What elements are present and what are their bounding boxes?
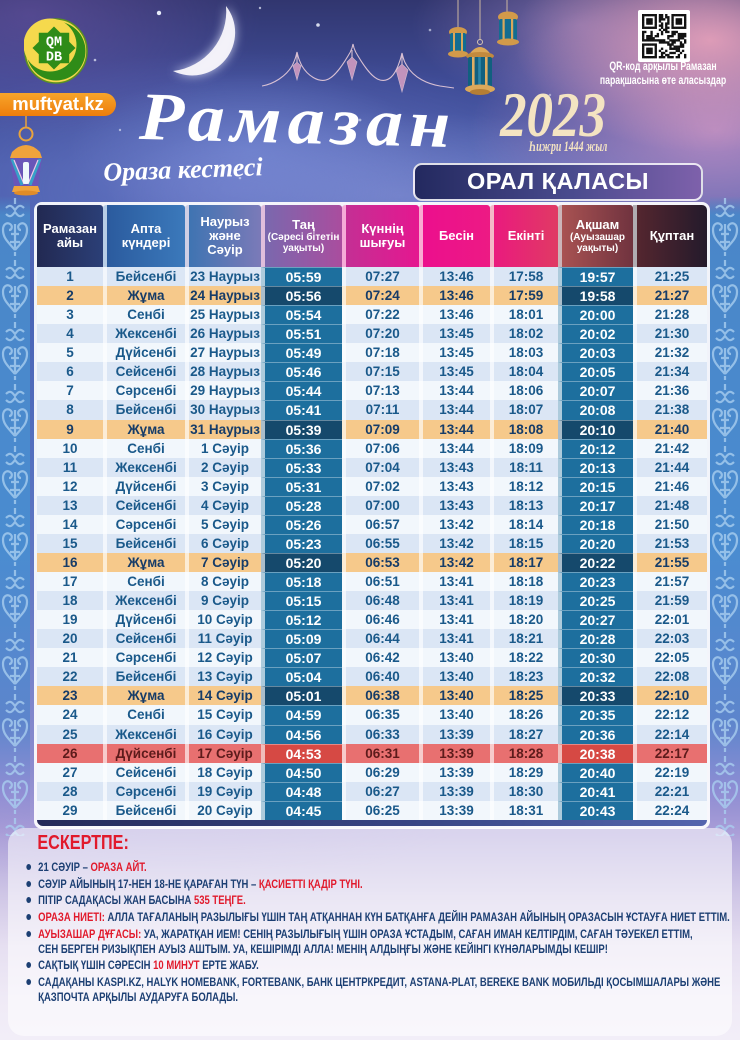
svg-text:DB: DB (46, 51, 62, 66)
svg-text:QM: QM (46, 36, 62, 51)
